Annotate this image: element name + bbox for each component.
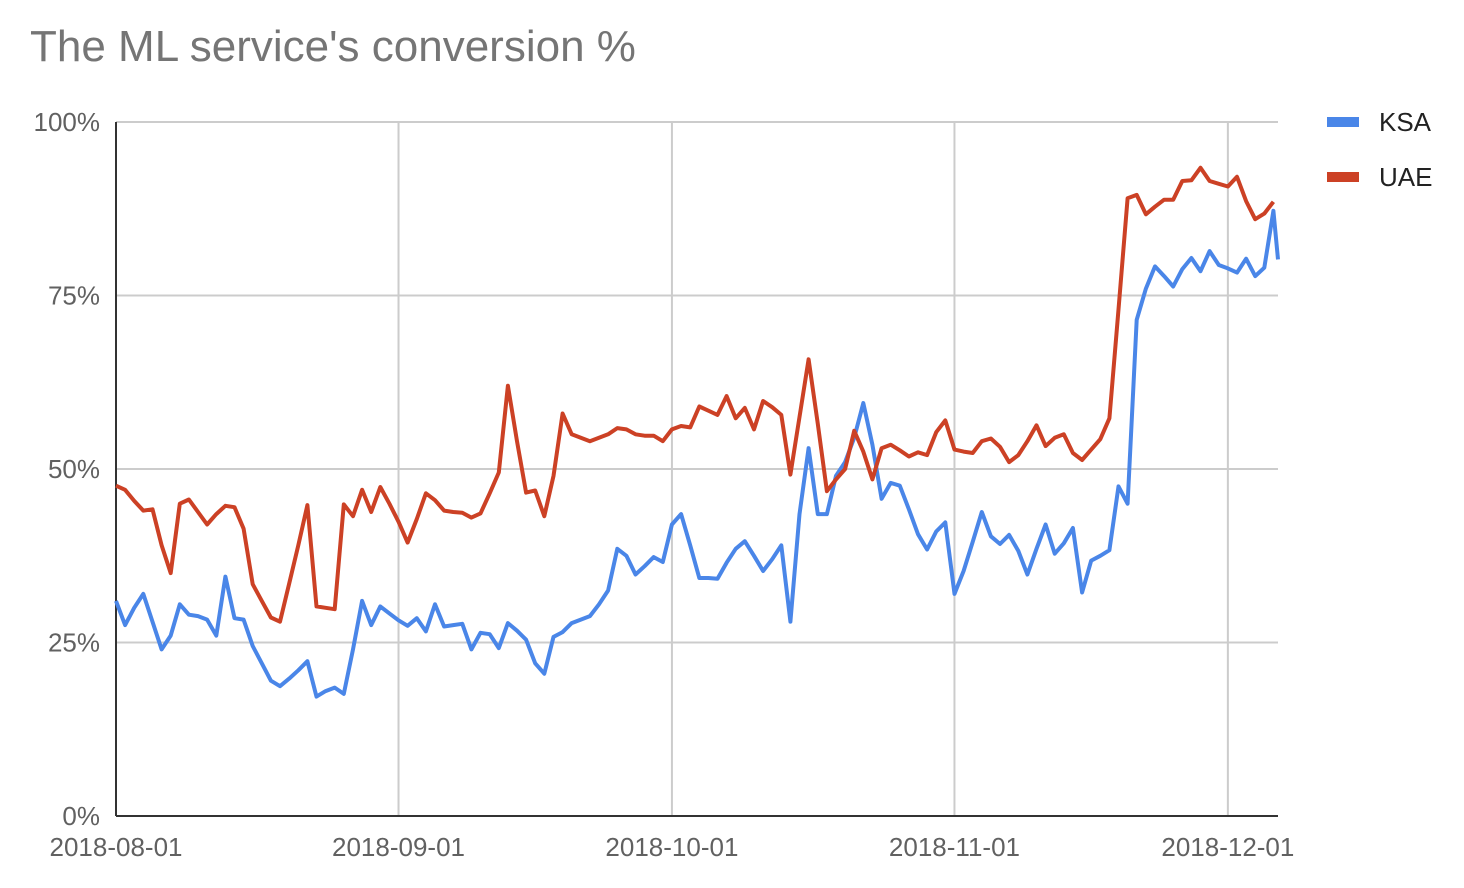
legend-swatch-uae xyxy=(1327,172,1359,182)
x-tick-label: 2018-09-01 xyxy=(332,832,465,862)
legend-label-uae: UAE xyxy=(1379,162,1432,192)
chart-title: The ML service's conversion % xyxy=(30,22,636,71)
y-tick-label: 0% xyxy=(62,801,100,831)
y-tick-label: 100% xyxy=(34,107,101,137)
legend-swatch-ksa xyxy=(1327,117,1359,127)
x-tick-label: 2018-10-01 xyxy=(605,832,738,862)
x-tick-label: 2018-12-01 xyxy=(1161,832,1294,862)
legend: KSA UAE xyxy=(1327,107,1432,192)
y-tick-label: 25% xyxy=(48,628,100,658)
axes: 0% 25% 50% 75% 100% 2018-08-01 2018-09-01 2018-… xyxy=(34,107,1295,862)
legend-label-ksa: KSA xyxy=(1379,107,1432,137)
series-line-ksa xyxy=(114,208,1280,699)
gridlines xyxy=(116,121,1278,816)
series-lines xyxy=(114,165,1280,699)
x-tick-label: 2018-11-01 xyxy=(889,832,1020,862)
y-tick-label: 75% xyxy=(48,281,100,311)
y-tick-label: 50% xyxy=(48,454,100,484)
x-tick-label: 2018-08-01 xyxy=(50,832,183,862)
series-line-uae xyxy=(115,165,1275,624)
